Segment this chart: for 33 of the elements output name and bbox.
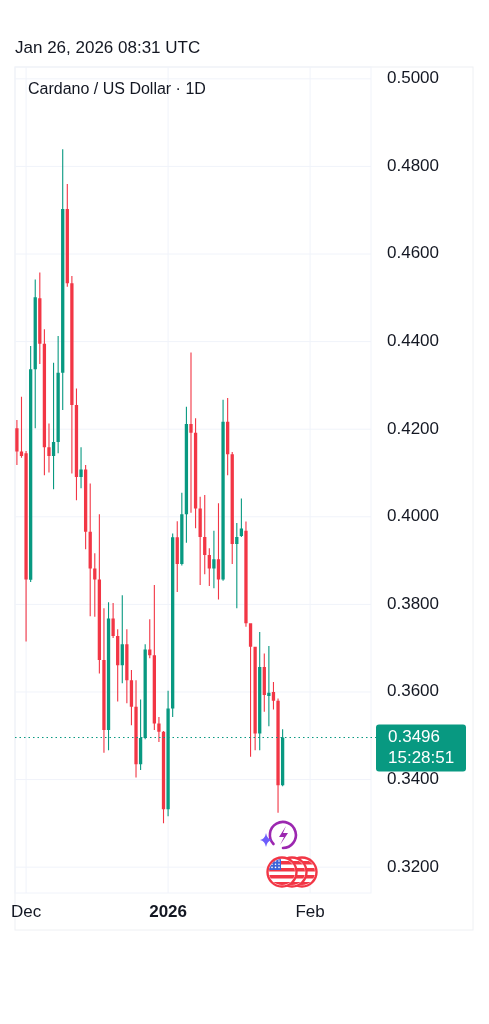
text: Cardano / US Dollar · 1D <box>28 80 206 98</box>
candlestick <box>134 680 138 778</box>
y-tick-label: 0.4800 <box>387 155 439 175</box>
candlestick <box>79 447 83 489</box>
text: 15:28:51 <box>388 748 455 768</box>
candlestick <box>267 645 271 727</box>
y-tick-label: 0.4400 <box>387 331 439 351</box>
candlestick <box>15 420 19 466</box>
y-tick-label: 0.3800 <box>387 593 439 613</box>
candlestick <box>47 423 51 473</box>
y-tick-label: 0.4600 <box>387 243 439 263</box>
text: Jan 26, 2026 08:31 UTC <box>15 38 201 57</box>
y-tick-label: 0.4000 <box>387 506 439 526</box>
candlestick <box>189 352 193 513</box>
x-tick-label: Feb <box>295 902 325 922</box>
candlestick <box>221 399 225 581</box>
candlestick <box>276 698 280 813</box>
candlestick <box>111 603 115 639</box>
y-tick-label: 0.5000 <box>387 68 439 88</box>
x-tick-label: 2026 <box>149 902 187 922</box>
y-tick-label: 0.4200 <box>387 418 439 438</box>
candlestick <box>253 646 257 751</box>
candlestick <box>125 629 129 704</box>
y-tick-label: 0.3600 <box>387 681 439 701</box>
ref-line-label: 0.3496 <box>388 727 440 747</box>
y-tick-label: 0.3400 <box>387 769 439 789</box>
candlestick <box>56 335 60 454</box>
candlestick <box>212 530 216 589</box>
y-tick-label: 0.3200 <box>387 856 439 876</box>
candlestick <box>102 608 106 753</box>
candlestick <box>70 275 74 474</box>
x-tick-label: Dec <box>10 902 42 922</box>
candlestick <box>244 521 248 627</box>
